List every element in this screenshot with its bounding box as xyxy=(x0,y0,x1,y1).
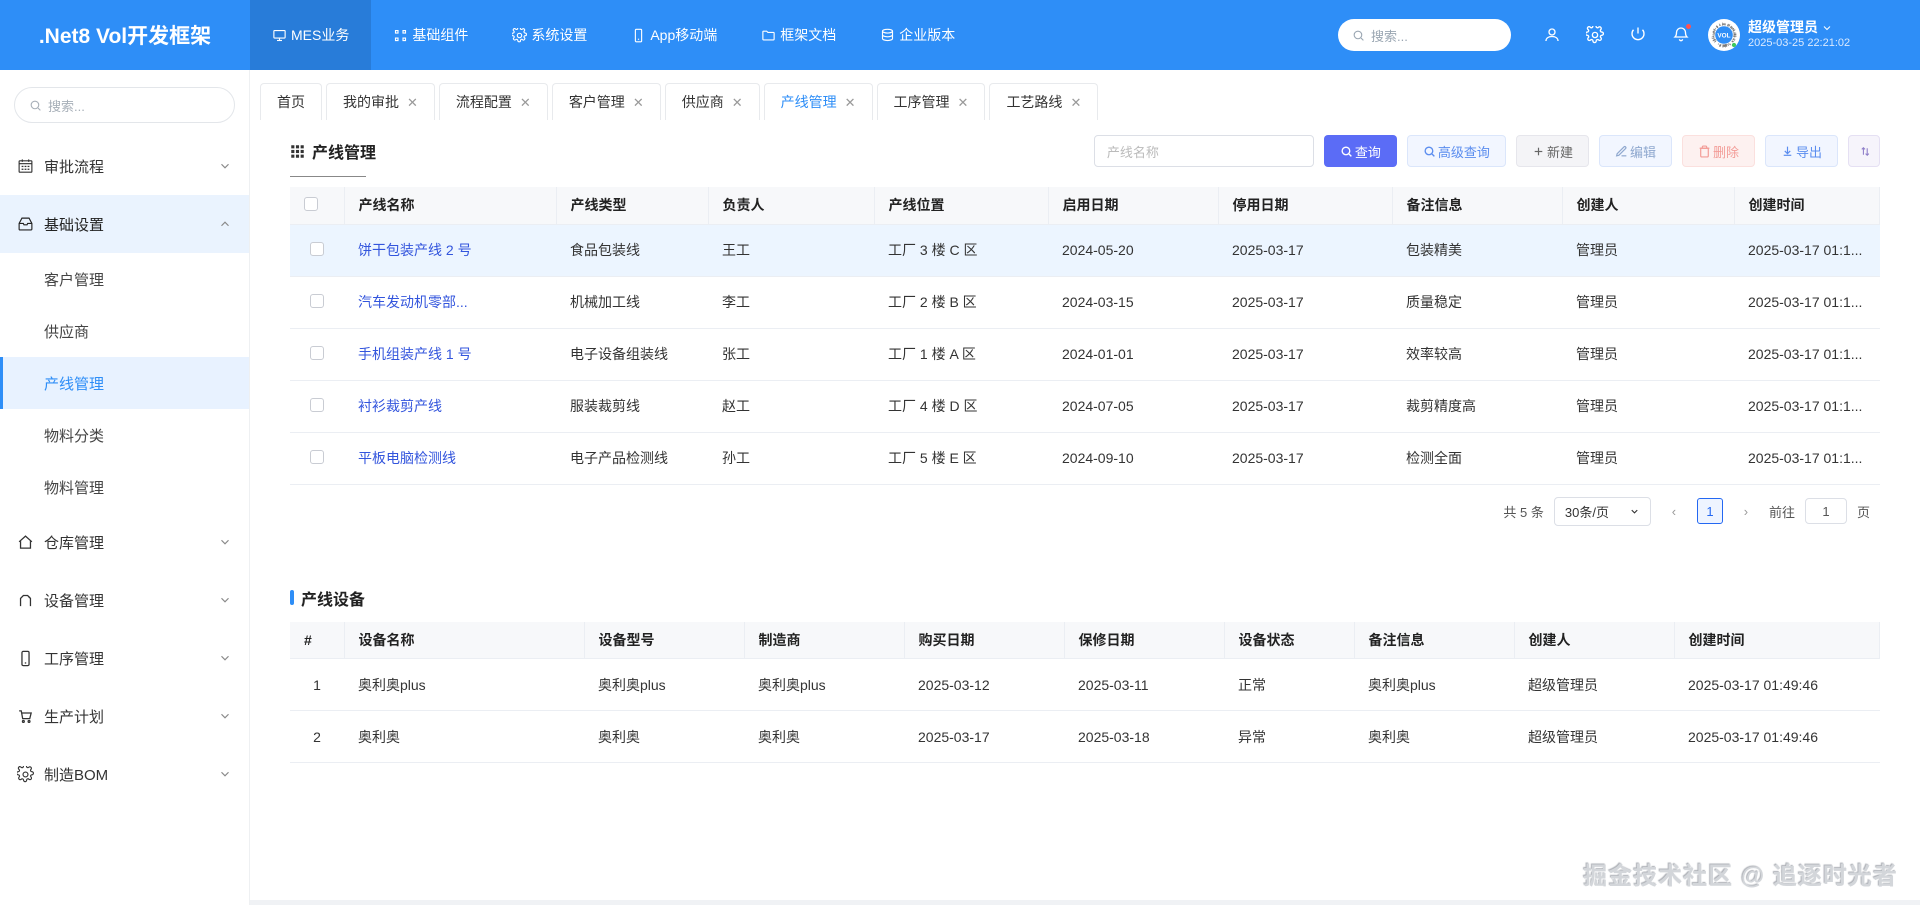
svg-text:VOL: VOL xyxy=(1717,32,1730,39)
